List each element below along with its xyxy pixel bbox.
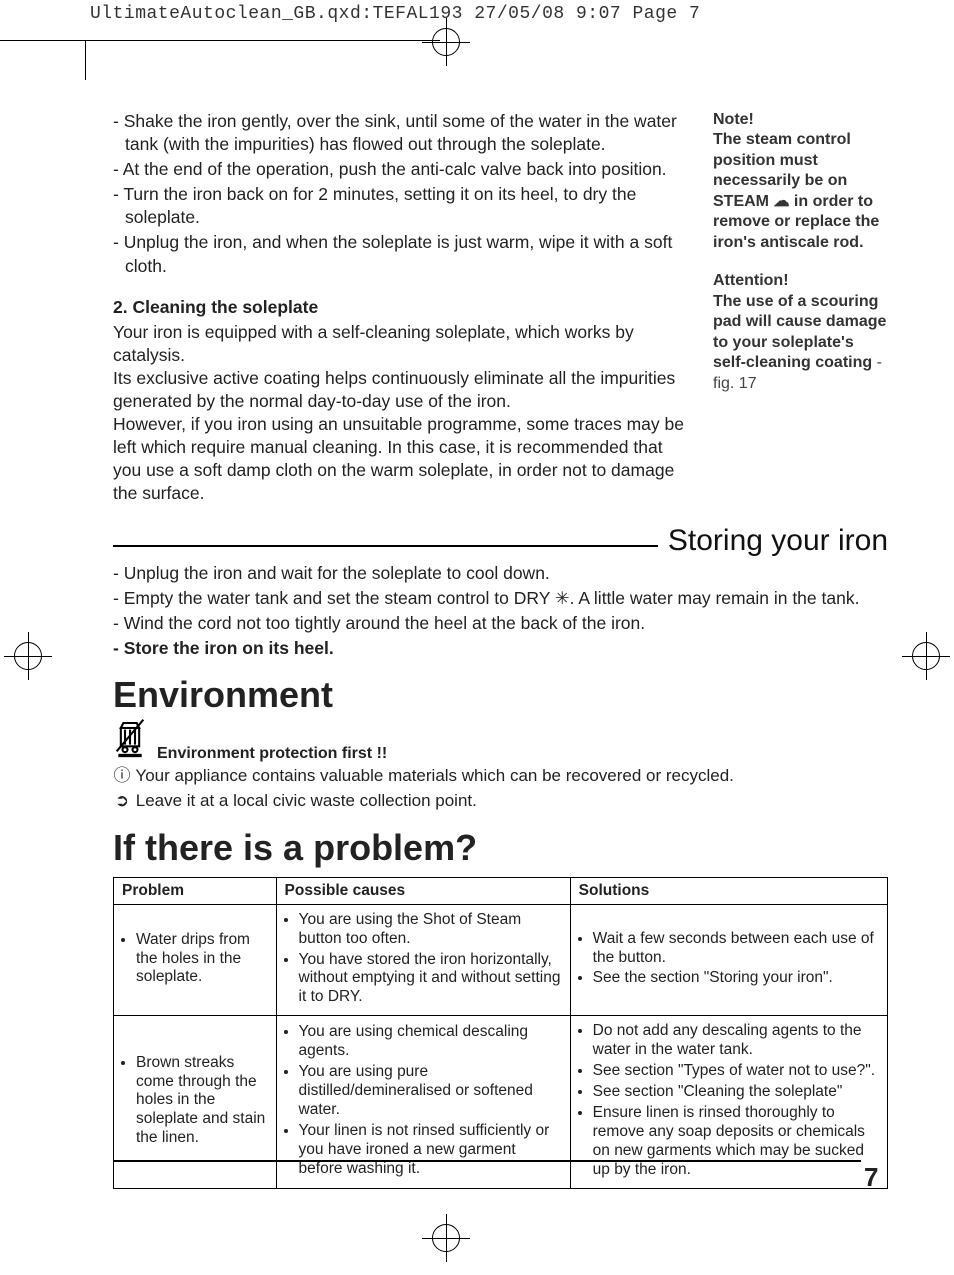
list-item: - Unplug the iron, and when the soleplat… bbox=[113, 231, 695, 277]
list-item: See the section "Storing your iron". bbox=[593, 969, 879, 988]
section-title: Storing your iron bbox=[668, 524, 888, 558]
cell-causes: You are using the Shot of Steam button t… bbox=[276, 904, 570, 1016]
registration-mark-icon bbox=[426, 22, 466, 62]
crop-line bbox=[0, 40, 440, 41]
list-item: - Turn the iron back on for 2 minutes, s… bbox=[113, 183, 695, 229]
environment-subtitle: Environment protection first !! bbox=[157, 745, 387, 763]
cell-causes: You are using chemical descaling agents.… bbox=[276, 1016, 570, 1188]
paragraph: Your iron is equipped with a self-cleani… bbox=[113, 321, 695, 367]
table-row: Water drips from the holes in the solepl… bbox=[114, 904, 888, 1016]
paragraph: However, if you iron using an unsuitable… bbox=[113, 413, 695, 505]
list-item: Water drips from the holes in the solepl… bbox=[136, 931, 268, 988]
heading-environment: Environment bbox=[113, 674, 888, 716]
main-column: - Shake the iron gently, over the sink, … bbox=[113, 110, 695, 506]
footer-rule bbox=[113, 1160, 861, 1162]
paragraph: Its exclusive active coating helps conti… bbox=[113, 367, 695, 413]
list-item: - Wind the cord not too tightly around t… bbox=[113, 612, 888, 635]
registration-mark-icon bbox=[8, 636, 48, 676]
info-line: ➲ Leave it at a local civic waste collec… bbox=[113, 790, 888, 813]
list-item: You are using pure distilled/demineralis… bbox=[299, 1063, 562, 1120]
list-item: Wait a few seconds between each use of t… bbox=[593, 930, 879, 968]
list-item: You are using the Shot of Steam button t… bbox=[299, 911, 562, 949]
list-item: Do not add any descaling agents to the w… bbox=[593, 1022, 879, 1060]
list-item: - Empty the water tank and set the steam… bbox=[113, 587, 888, 610]
cell-problem: Brown streaks come through the holes in … bbox=[114, 1016, 277, 1188]
arrow-icon: ➲ bbox=[113, 790, 131, 813]
col-problem: Problem bbox=[114, 877, 277, 904]
page-content: - Shake the iron gently, over the sink, … bbox=[113, 110, 888, 1189]
list-item: - At the end of the operation, push the … bbox=[113, 158, 695, 181]
troubleshooting-table: Problem Possible causes Solutions Water … bbox=[113, 877, 888, 1189]
cell-solutions: Do not add any descaling agents to the w… bbox=[570, 1016, 887, 1188]
section-title-storing: Storing your iron bbox=[113, 524, 888, 558]
list-item: - Unplug the iron and wait for the solep… bbox=[113, 562, 888, 585]
list-item: You have stored the iron horizontally, w… bbox=[299, 951, 562, 1008]
list-item: You are using chemical descaling agents. bbox=[299, 1023, 562, 1061]
crop-line bbox=[85, 40, 86, 80]
attention-label: Attention! bbox=[713, 272, 789, 289]
prepress-slug: UltimateAutoclean_GB.qxd:TEFAL193 27/05/… bbox=[90, 4, 700, 24]
note-text: The steam control position must necessar… bbox=[713, 131, 879, 250]
list-item: Your linen is not rinsed sufficiently or… bbox=[299, 1122, 562, 1179]
page-number: 7 bbox=[864, 1162, 878, 1193]
list-item: See section "Types of water not to use?"… bbox=[593, 1062, 879, 1081]
table-row: Brown streaks come through the holes in … bbox=[114, 1016, 888, 1188]
info-line: ⓘ Your appliance contains valuable mater… bbox=[113, 765, 888, 788]
side-notes: Note! The steam control position must ne… bbox=[713, 110, 888, 506]
subheading: 2. Cleaning the soleplate bbox=[113, 296, 695, 319]
info-icon: ⓘ bbox=[113, 765, 131, 788]
registration-mark-icon bbox=[426, 1218, 466, 1258]
cell-solutions: Wait a few seconds between each use of t… bbox=[570, 904, 887, 1016]
list-item: - Shake the iron gently, over the sink, … bbox=[113, 110, 695, 156]
table-header-row: Problem Possible causes Solutions bbox=[114, 877, 888, 904]
steam-icon: ☁ bbox=[773, 193, 789, 210]
list-item: Brown streaks come through the holes in … bbox=[136, 1054, 268, 1149]
col-causes: Possible causes bbox=[276, 877, 570, 904]
weee-bin-icon bbox=[113, 718, 147, 763]
heading-problem: If there is a problem? bbox=[113, 827, 888, 869]
list-item: - Store the iron on its heel. bbox=[113, 637, 888, 660]
attention-text: The use of a scouring pad will cause dam… bbox=[713, 293, 886, 392]
registration-mark-icon bbox=[906, 636, 946, 676]
cell-problem: Water drips from the holes in the solepl… bbox=[114, 904, 277, 1016]
col-solutions: Solutions bbox=[570, 877, 887, 904]
list-item: See section "Cleaning the soleplate" bbox=[593, 1083, 879, 1102]
list-item: Ensure linen is rinsed thoroughly to rem… bbox=[593, 1104, 879, 1180]
note-label: Note! bbox=[713, 111, 754, 128]
